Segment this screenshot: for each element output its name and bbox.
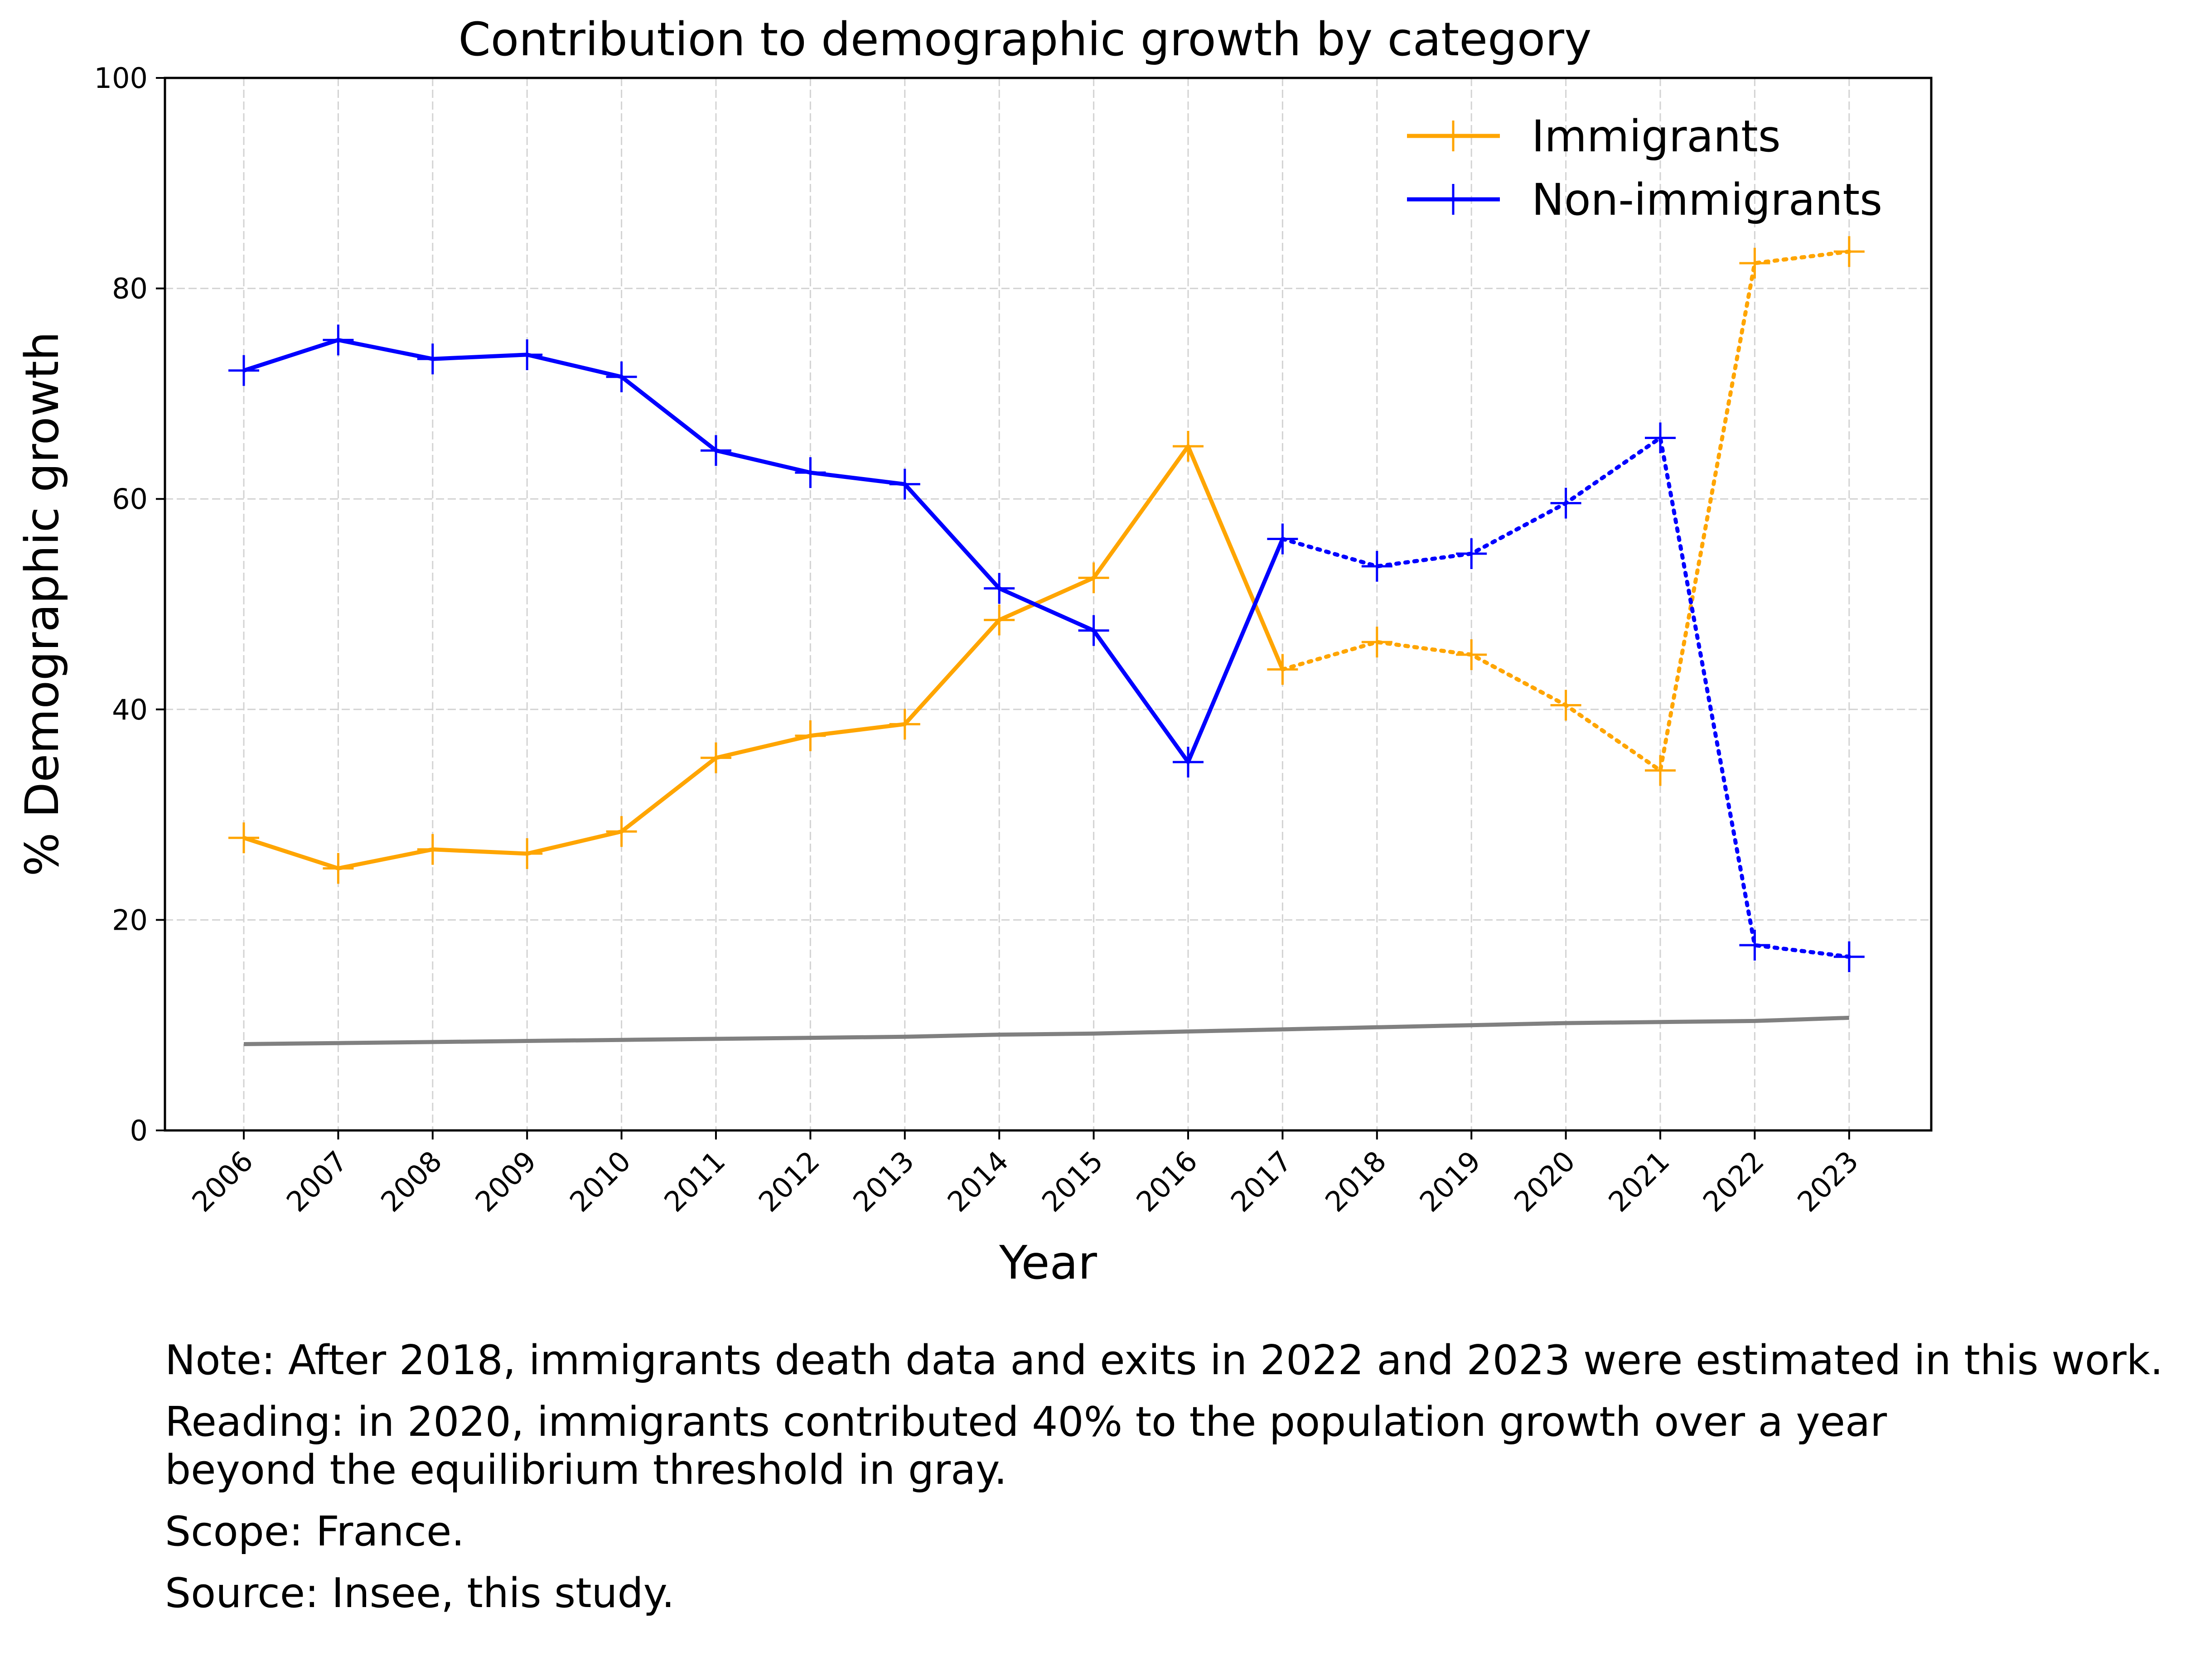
x-tick-label: 2021 bbox=[1602, 1144, 1676, 1218]
non-immigrants-point-2013 bbox=[889, 468, 920, 500]
source-text: Source: Insee, this study. bbox=[165, 1569, 675, 1617]
non-immigrants-point-2014 bbox=[984, 573, 1015, 604]
non-immigrants-line-solid bbox=[243, 338, 1285, 764]
x-tick-label: 2009 bbox=[469, 1144, 543, 1218]
x-tick-label: 2012 bbox=[752, 1144, 826, 1218]
legend-label: Immigrants bbox=[1532, 111, 1781, 162]
non-immigrants-point-2017 bbox=[1267, 523, 1298, 555]
y-axis: 0 20 40 60 80 100 bbox=[94, 62, 165, 1147]
immigrants-point-2021 bbox=[1645, 755, 1676, 786]
y-tick-label: 100 bbox=[94, 62, 148, 95]
immigrants-point-2020 bbox=[1550, 690, 1581, 721]
immigrants-point-2016 bbox=[1173, 431, 1204, 462]
non-immigrants-point-2021 bbox=[1645, 422, 1676, 454]
scope-text: Scope: France. bbox=[165, 1508, 464, 1555]
x-tick-label: 2017 bbox=[1224, 1144, 1298, 1218]
grid bbox=[165, 78, 1931, 1130]
immigrants-point-2022 bbox=[1739, 247, 1770, 279]
immigrants-point-2023 bbox=[1833, 236, 1865, 267]
non-immigrants-point-2011 bbox=[701, 435, 731, 466]
immigrants-point-2010 bbox=[606, 816, 637, 847]
immigrants-point-2017 bbox=[1267, 654, 1298, 685]
chart-notes: Note: After 2018, immigrants death data … bbox=[165, 1337, 2177, 1631]
plot-series bbox=[228, 236, 1865, 1046]
gray-threshold-line bbox=[243, 1015, 1849, 1046]
non-immigrants-point-2023 bbox=[1833, 941, 1865, 972]
legend-label: Non-immigrants bbox=[1532, 174, 1882, 225]
y-tick-label: 0 bbox=[130, 1114, 148, 1147]
x-axis-label: Year bbox=[999, 1236, 1097, 1290]
x-tick-label: 2007 bbox=[280, 1144, 354, 1218]
x-tick-label: 2023 bbox=[1791, 1144, 1865, 1218]
x-tick-label: 2018 bbox=[1319, 1144, 1392, 1218]
y-axis-label: % Demographic growth bbox=[15, 332, 69, 877]
immigrants-point-2015 bbox=[1078, 562, 1109, 594]
non-immigrants-point-2008 bbox=[417, 343, 448, 375]
non-immigrants-point-2016 bbox=[1173, 746, 1204, 777]
immigrants-point-2009 bbox=[512, 838, 543, 869]
reading-text: Reading: in 2020, immigrants contributed… bbox=[165, 1398, 1887, 1494]
x-tick-label: 2008 bbox=[374, 1144, 448, 1218]
immigrants-line-solid bbox=[243, 444, 1285, 871]
non-immigrants-point-2018 bbox=[1361, 550, 1392, 582]
x-tick-label: 2020 bbox=[1508, 1144, 1581, 1218]
x-axis: 2006 2007 2008 2009 2010 2011 2012 2013 2014 2015… bbox=[185, 1130, 1865, 1218]
non-immigrants-point-2007 bbox=[323, 324, 354, 356]
y-tick-label: 80 bbox=[112, 272, 148, 305]
note-text: Note: After 2018, immigrants death data … bbox=[165, 1337, 2163, 1384]
immigrants-point-2018 bbox=[1361, 627, 1392, 658]
immigrants-point-2007 bbox=[323, 853, 354, 884]
x-tick-label: 2010 bbox=[563, 1144, 637, 1218]
immigrants-point-2011 bbox=[701, 742, 731, 773]
immigrants-point-2006 bbox=[228, 822, 259, 854]
x-tick-label: 2006 bbox=[185, 1144, 259, 1218]
immigrants-point-2014 bbox=[984, 604, 1015, 636]
immigrants-point-2019 bbox=[1456, 639, 1487, 671]
non-immigrants-point-2020 bbox=[1550, 488, 1581, 519]
legend-item-non-immigrants: Non-immigrants bbox=[1407, 174, 1882, 225]
non-immigrants-point-2019 bbox=[1456, 538, 1487, 569]
chart-title: Contribution to demographic growth by ca… bbox=[459, 13, 1592, 67]
immigrants-point-2008 bbox=[417, 834, 448, 865]
non-immigrants-point-2010 bbox=[606, 361, 637, 392]
non-immigrants-point-2022 bbox=[1739, 930, 1770, 961]
non-immigrants-point-2012 bbox=[795, 457, 826, 488]
non-immigrants-point-2015 bbox=[1078, 615, 1109, 646]
y-tick-label: 20 bbox=[112, 903, 148, 937]
x-tick-label: 2019 bbox=[1413, 1144, 1487, 1218]
immigrants-point-2012 bbox=[795, 720, 826, 751]
non-immigrants-point-2006 bbox=[228, 355, 259, 386]
legend: Immigrants Non-immigrants bbox=[1407, 111, 1882, 225]
x-tick-label: 2022 bbox=[1697, 1144, 1770, 1218]
non-immigrants-point-2009 bbox=[512, 339, 543, 370]
x-tick-label: 2013 bbox=[846, 1144, 920, 1218]
x-tick-label: 2014 bbox=[941, 1144, 1015, 1218]
x-tick-label: 2011 bbox=[657, 1144, 731, 1218]
legend-item-immigrants: Immigrants bbox=[1407, 111, 1781, 162]
y-tick-label: 60 bbox=[112, 483, 148, 516]
x-tick-label: 2016 bbox=[1130, 1144, 1204, 1218]
immigrants-point-2013 bbox=[889, 709, 920, 740]
x-tick-label: 2015 bbox=[1035, 1144, 1109, 1218]
plot-frame bbox=[164, 77, 1933, 1132]
y-tick-label: 40 bbox=[112, 693, 148, 726]
